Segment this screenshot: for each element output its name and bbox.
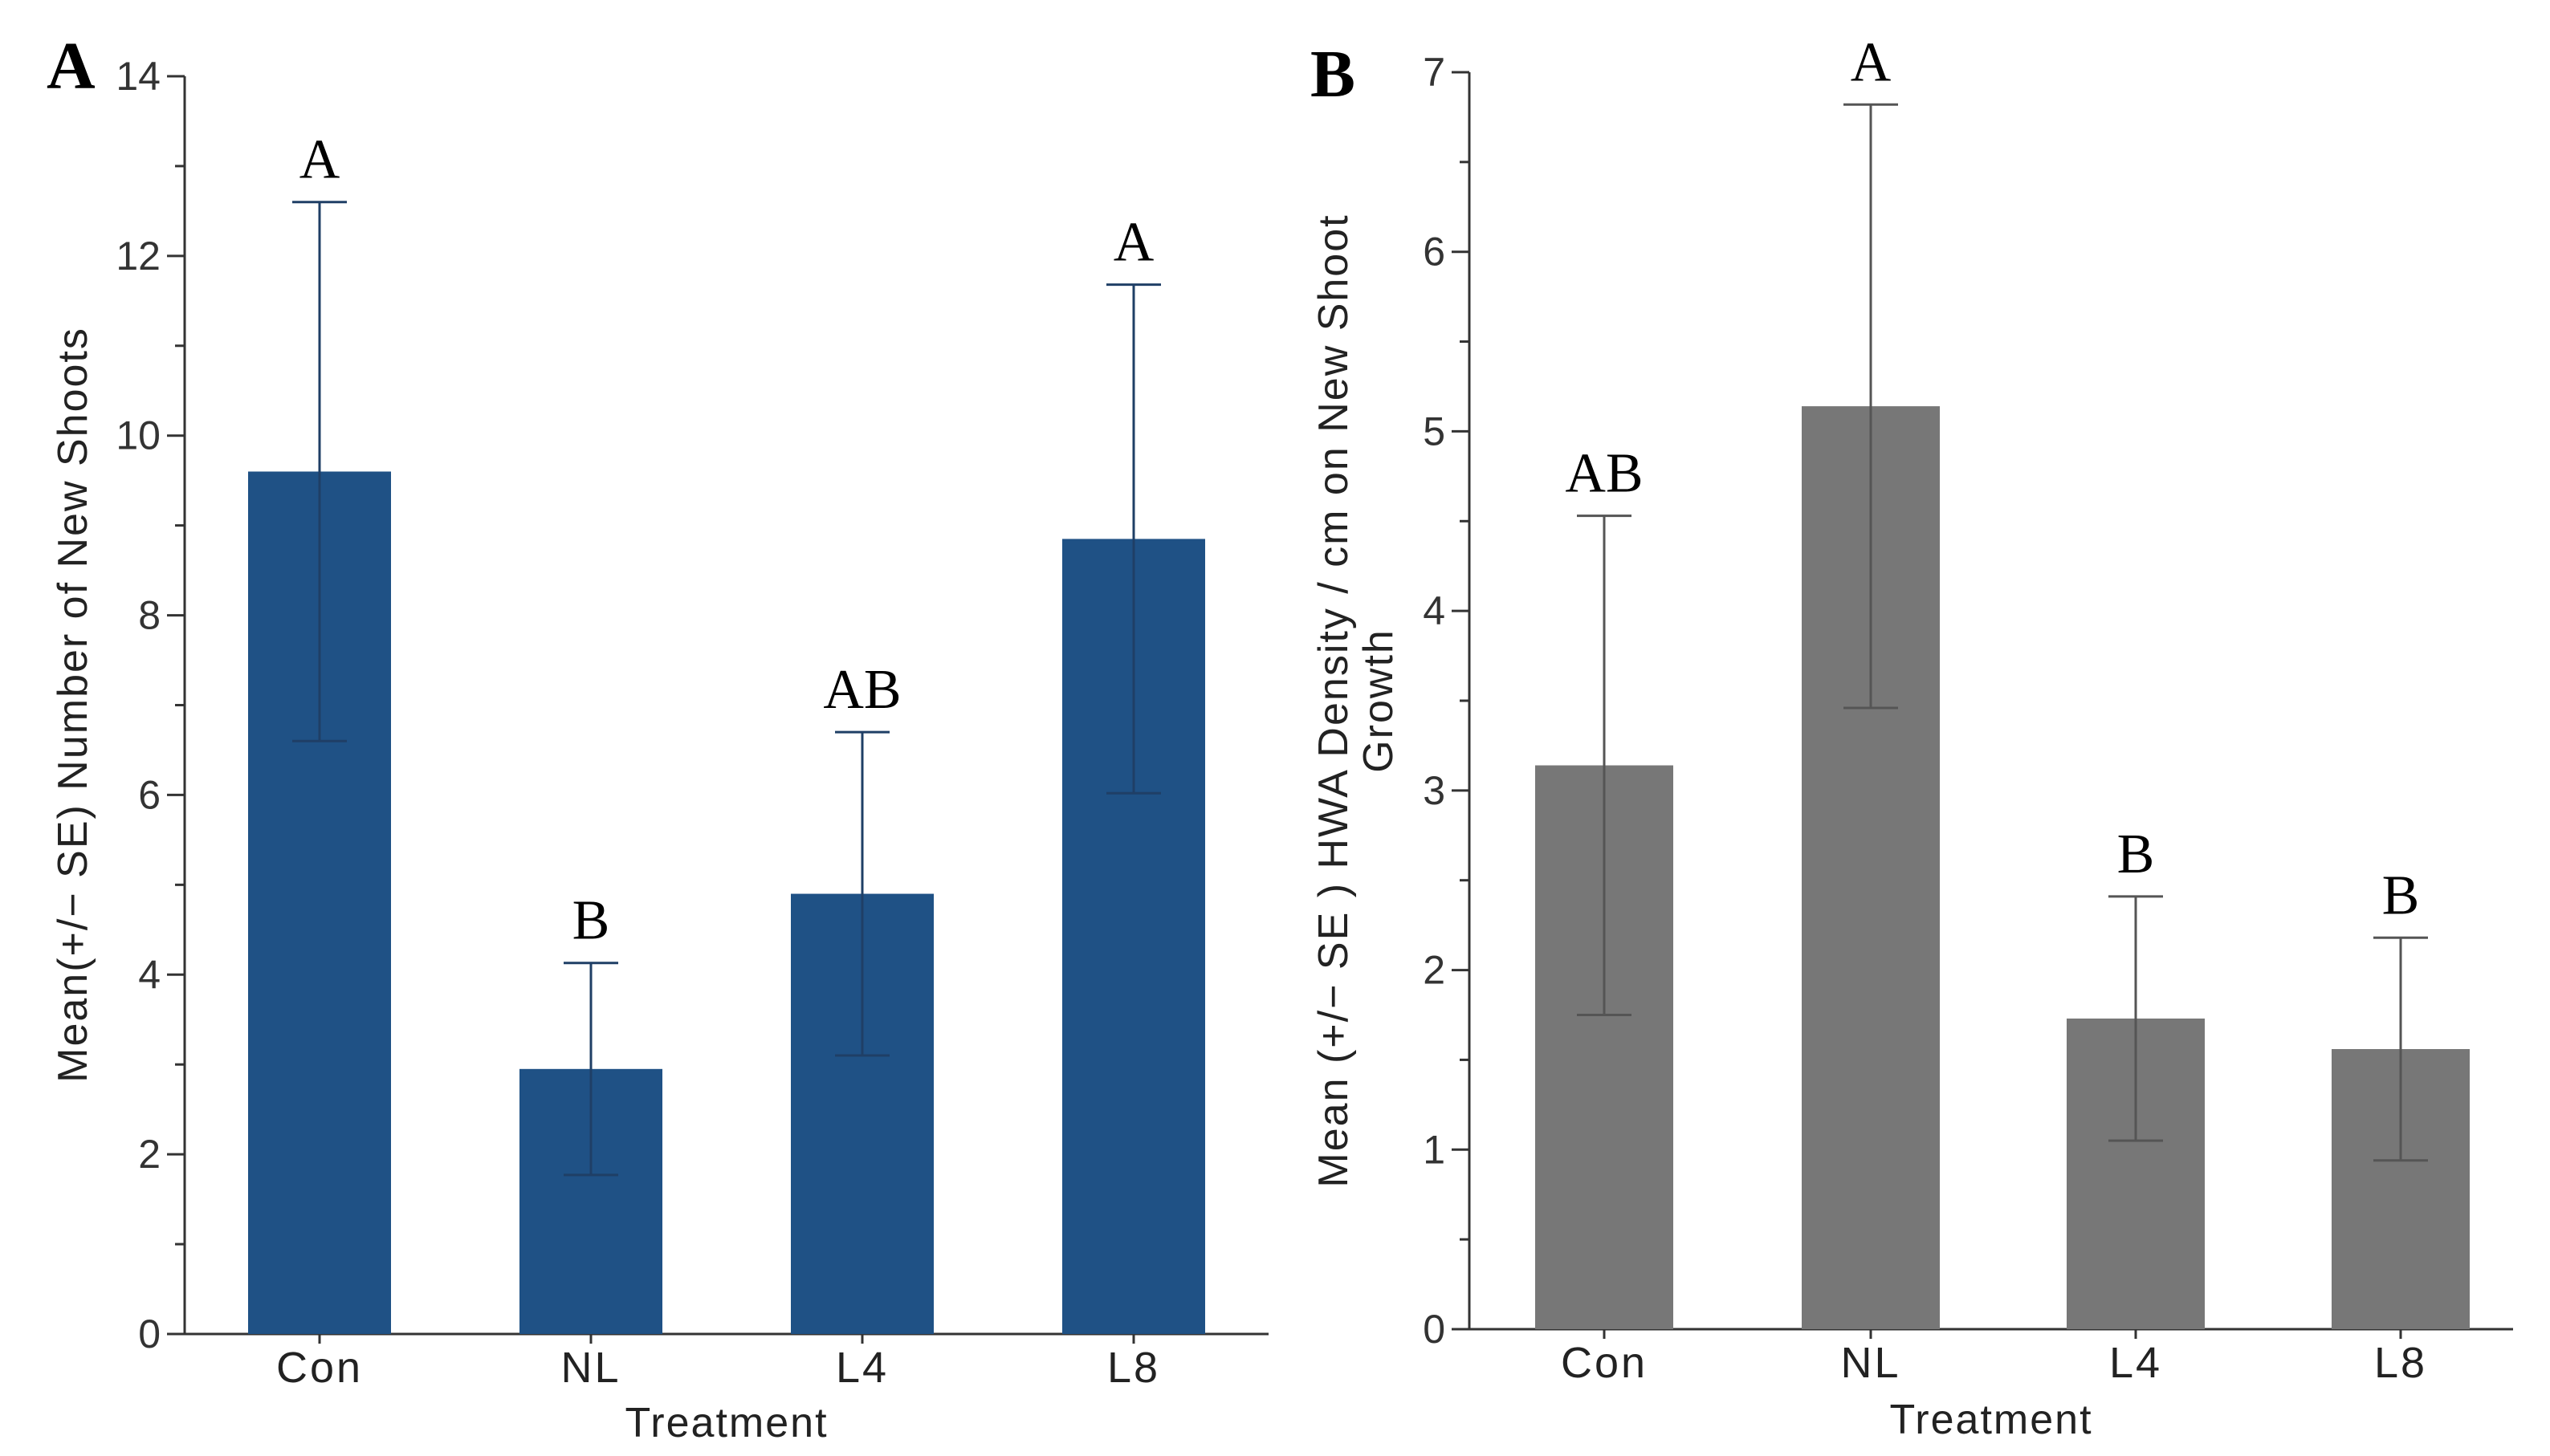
panel-b-y-axis-title-line: Growth bbox=[1355, 628, 1402, 773]
panel-a-significance-nl: B bbox=[572, 890, 610, 952]
panel-b-y-tick-label: 1 bbox=[1423, 1127, 1445, 1172]
panel-b-category-label-l8: L8 bbox=[2374, 1339, 2427, 1387]
panel-a-category-label-l8: L8 bbox=[1107, 1344, 1160, 1392]
panel-a-letter: A bbox=[47, 29, 96, 104]
panel-a-y-tick-label: 0 bbox=[138, 1312, 161, 1356]
panel-a-category-label-con: Con bbox=[276, 1344, 363, 1392]
panel-b-significance-l4: B bbox=[2117, 824, 2155, 885]
panel-b-significance-l8: B bbox=[2382, 864, 2420, 926]
panel-a-y-tick-label: 6 bbox=[138, 772, 161, 817]
panel-a-x-axis-title: Treatment bbox=[625, 1400, 828, 1446]
panel-a-significance-l8: A bbox=[1114, 212, 1155, 274]
panel-a-category-label-nl: NL bbox=[560, 1344, 621, 1392]
panel-b-x-axis-title: Treatment bbox=[1889, 1397, 2092, 1443]
panel-a-chart: A 0 2 4 6 8 10 12 14 A Con B NL AB L4 A L8 Treatment Mean(… bbox=[47, 29, 1269, 1446]
panel-a-y-tick-label: 12 bbox=[116, 234, 161, 279]
panel-b-significance-nl: A bbox=[1851, 31, 1892, 93]
panel-b-category-label-nl: NL bbox=[1840, 1339, 1900, 1387]
panel-b-y-axis-title-line: Mean (+/− SE ) HWA Density / cm on New S… bbox=[1310, 214, 1357, 1187]
panel-a-category-label-l4: L4 bbox=[836, 1344, 889, 1392]
panel-b-y-tick-label: 5 bbox=[1423, 409, 1445, 453]
panel-b-y-tick-label: 6 bbox=[1423, 230, 1445, 275]
panel-a-y-tick-label: 4 bbox=[138, 952, 161, 997]
panel-b-y-axis-title: Mean (+/− SE ) HWA Density / cm on New S… bbox=[1310, 214, 1402, 1187]
panel-a-significance-con: A bbox=[299, 129, 340, 191]
panel-b-y-tick-label: 0 bbox=[1423, 1307, 1445, 1352]
panel-b-significance-con: AB bbox=[1565, 443, 1643, 505]
panel-a-y-tick-label: 14 bbox=[116, 54, 161, 99]
panel-a-y-axis-title-line: Mean(+/− SE) Number of New Shoots bbox=[50, 327, 96, 1083]
panel-b-y-tick-label: 4 bbox=[1423, 588, 1445, 633]
panel-a-y-tick-label: 10 bbox=[116, 413, 161, 458]
panel-b-y-tick-label: 7 bbox=[1423, 50, 1445, 95]
panel-b-y-tick-label: 2 bbox=[1423, 948, 1445, 993]
panel-b-letter: B bbox=[1310, 37, 1355, 112]
panel-b-y-tick-label: 3 bbox=[1423, 768, 1445, 813]
panel-a-significance-l4: AB bbox=[823, 659, 901, 721]
panel-b-category-label-con: Con bbox=[1561, 1339, 1648, 1387]
panel-a-y-tick-label: 8 bbox=[138, 593, 161, 638]
panel-a-y-axis-title: Mean(+/− SE) Number of New Shoots bbox=[50, 327, 96, 1083]
panel-b-category-label-l4: L4 bbox=[2109, 1339, 2162, 1387]
panel-a-y-tick-label: 2 bbox=[138, 1132, 161, 1177]
panel-b-chart: B 0 1 2 3 4 5 6 7 AB Con A NL B L4 B L8 Treatment Mean (+/… bbox=[1310, 31, 2513, 1443]
